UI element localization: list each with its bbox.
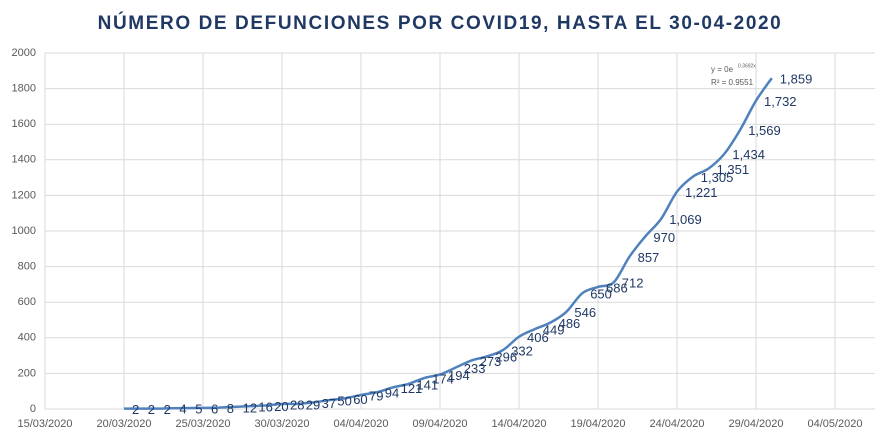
data-label: 50 xyxy=(337,394,351,409)
x-tick-label: 15/03/2020 xyxy=(17,418,72,430)
line xyxy=(124,77,773,410)
y-tick-label: 800 xyxy=(18,261,36,273)
data-label: 712 xyxy=(622,276,644,291)
data-label: 1,069 xyxy=(669,212,702,227)
x-tick-label: 14/04/2020 xyxy=(491,418,546,430)
data-label: 5 xyxy=(195,402,202,417)
data-label: 12 xyxy=(243,400,257,415)
data-label: 2 xyxy=(164,402,171,417)
y-tick-label: 200 xyxy=(18,367,36,379)
data-label: 686 xyxy=(606,280,628,295)
data-label: 233 xyxy=(464,361,486,376)
data-label: 1,351 xyxy=(717,162,750,177)
data-label: 1,221 xyxy=(685,185,718,200)
trend-exponent: 0.3692x xyxy=(738,63,756,69)
data-label: 406 xyxy=(527,330,549,345)
y-tick-label: 1800 xyxy=(12,83,36,95)
data-label: 857 xyxy=(638,250,660,265)
data-label: 8 xyxy=(227,401,234,416)
data-label: 37 xyxy=(322,396,336,411)
y-tick-label: 1000 xyxy=(12,225,36,237)
data-label: 1,859 xyxy=(780,72,813,87)
data-label: 650 xyxy=(590,287,612,302)
x-tick-label: 04/04/2020 xyxy=(333,418,388,430)
data-label: 174 xyxy=(432,371,454,386)
trend-equation: y = 0e xyxy=(711,65,734,74)
data-label: 79 xyxy=(369,388,383,403)
trend-r2: R² = 0.9551 xyxy=(711,78,754,87)
data-label: 296 xyxy=(495,350,517,365)
y-tick-label: 0 xyxy=(30,403,36,415)
y-tick-label: 400 xyxy=(18,332,36,344)
data-label: 2 xyxy=(132,402,139,417)
data-label: 194 xyxy=(448,368,470,383)
y-tick-label: 1200 xyxy=(12,189,36,201)
data-label: 94 xyxy=(385,386,399,401)
data-label: 60 xyxy=(353,392,367,407)
data-label: 1,732 xyxy=(764,94,797,109)
data-label: 28 xyxy=(290,397,304,412)
data-label: 4 xyxy=(179,402,186,417)
data-label: 273 xyxy=(480,354,502,369)
data-label: 121 xyxy=(401,381,423,396)
x-tick-label: 19/04/2020 xyxy=(570,418,625,430)
data-label: 16 xyxy=(258,400,272,415)
y-tick-label: 600 xyxy=(18,296,36,308)
data-label: 141 xyxy=(416,377,438,392)
data-label: 486 xyxy=(559,316,581,331)
data-label: 1,569 xyxy=(748,123,781,138)
x-tick-label: 25/03/2020 xyxy=(175,418,230,430)
data-label: 546 xyxy=(574,305,596,320)
y-tick-label: 1400 xyxy=(12,154,36,166)
data-label: 1,434 xyxy=(732,147,765,162)
x-tick-label: 29/04/2020 xyxy=(728,418,783,430)
data-label: 332 xyxy=(511,343,533,358)
x-tick-label: 20/03/2020 xyxy=(96,418,151,430)
data-label: 449 xyxy=(543,323,565,338)
x-tick-label: 04/05/2020 xyxy=(807,418,862,430)
x-tick-label: 09/04/2020 xyxy=(412,418,467,430)
data-label: 2 xyxy=(148,402,155,417)
y-tick-label: 2000 xyxy=(12,47,36,59)
chart-title: NÚMERO DE DEFUNCIONES POR COVID19, HASTA… xyxy=(98,12,783,34)
data-label: 29 xyxy=(306,397,320,412)
data-label: 970 xyxy=(653,230,675,245)
data-label: 6 xyxy=(211,401,218,416)
data-label: 1,305 xyxy=(701,170,734,185)
data-label: 20 xyxy=(274,399,288,414)
x-tick-label: 30/03/2020 xyxy=(254,418,309,430)
x-tick-label: 24/04/2020 xyxy=(649,418,704,430)
y-tick-label: 1600 xyxy=(12,118,36,130)
